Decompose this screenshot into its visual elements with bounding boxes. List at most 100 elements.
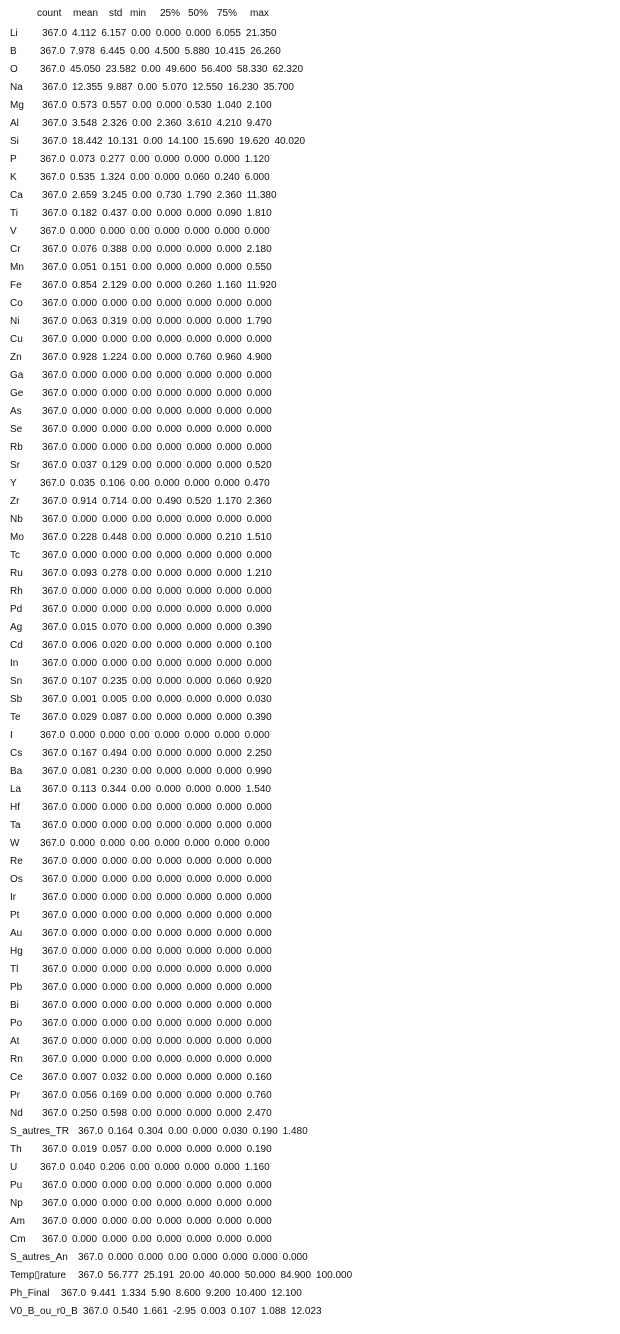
row-label: Pr [10, 1090, 20, 1101]
table-row: Nb 367.0 0.000 0.000 0.00 0.000 0.000 0.000 0.00… [0, 511, 620, 529]
cell-value: 0.000 [216, 262, 242, 273]
cell-value: 1.170 [216, 496, 242, 507]
cell-value: 0.00 [132, 424, 152, 435]
cell-value: 0.000 [216, 604, 242, 615]
cell-value: 0.000 [156, 208, 182, 219]
cell-value: 0.000 [214, 730, 240, 741]
cell-value: 367.0 [42, 928, 68, 939]
cell-value: 0.000 [186, 244, 212, 255]
row-values: 367.0 12.355 9.887 0.00 5.070 12.550 16.230 35.… [42, 79, 299, 97]
cell-value: 0.000 [156, 316, 182, 327]
cell-value: 0.00 [131, 784, 151, 795]
cell-value: 0.000 [72, 856, 98, 867]
table-row: Cm 367.0 0.000 0.000 0.00 0.000 0.000 0.000 0.00… [0, 1231, 620, 1249]
cell-value: 0.000 [186, 874, 212, 885]
table-row: Re 367.0 0.000 0.000 0.00 0.000 0.000 0.000 0.00… [0, 853, 620, 871]
cell-value: 0.090 [216, 208, 242, 219]
cell-value: 20.00 [179, 1270, 205, 1281]
row-values: 367.0 0.000 0.000 0.00 0.000 0.000 0.000 0.000 [42, 853, 277, 871]
row-label: Pt [10, 910, 20, 921]
cell-value: 0.000 [70, 730, 96, 741]
cell-value: 0.000 [102, 424, 128, 435]
cell-value: 0.000 [72, 1198, 98, 1209]
cell-value: 367.0 [42, 658, 68, 669]
cell-value: 0.260 [186, 280, 212, 291]
cell-value: 0.000 [244, 226, 270, 237]
row-values: 367.0 0.000 0.000 0.00 0.000 0.000 0.000 0.000 [40, 223, 275, 241]
row-values: 367.0 0.073 0.277 0.00 0.000 0.000 0.000 1.120 [40, 151, 275, 169]
cell-value: 4.112 [72, 28, 97, 39]
cell-value: 367.0 [42, 514, 68, 525]
cell-value: 0.000 [246, 892, 272, 903]
cell-value: 0.129 [102, 460, 128, 471]
cell-value: 367.0 [40, 226, 66, 237]
cell-value: 0.00 [132, 208, 152, 219]
cell-value: 0.000 [216, 406, 242, 417]
cell-value: 0.000 [154, 172, 180, 183]
cell-value: 0.00 [132, 658, 152, 669]
cell-value: 0.000 [186, 262, 212, 273]
row-values: 367.0 0.051 0.151 0.00 0.000 0.000 0.000 0.550 [42, 259, 277, 277]
cell-value: 0.056 [72, 1090, 98, 1101]
cell-value: 0.000 [252, 1252, 278, 1263]
cell-value: 0.760 [246, 1090, 272, 1101]
row-label: Tl [10, 964, 19, 975]
cell-value: 0.00 [132, 1018, 152, 1029]
cell-value: 0.000 [246, 856, 272, 867]
table-row: Se 367.0 0.000 0.000 0.00 0.000 0.000 0.000 0.00… [0, 421, 620, 439]
cell-value: 0.000 [185, 784, 211, 795]
table-row: Y 367.0 0.035 0.106 0.00 0.000 0.000 0.000 0.470 [0, 475, 620, 493]
cell-value: 0.00 [132, 676, 152, 687]
cell-value: 0.540 [113, 1306, 139, 1317]
row-values: 367.0 0.081 0.230 0.00 0.000 0.000 0.000 0.990 [42, 763, 277, 781]
table-row: Hf 367.0 0.000 0.000 0.00 0.000 0.000 0.000 0.00… [0, 799, 620, 817]
cell-value: 367.0 [42, 1000, 68, 1011]
row-values: 367.0 0.000 0.000 0.00 0.000 0.000 0.000 0.000 [42, 817, 277, 835]
cell-value: 0.000 [216, 1054, 242, 1065]
cell-value: 0.000 [282, 1252, 308, 1263]
cell-value: 49.600 [165, 64, 197, 75]
table-row: K 367.0 0.535 1.324 0.00 0.000 0.060 0.240 6.000 [0, 169, 620, 187]
row-values: 367.0 0.000 0.000 0.00 0.000 0.000 0.000 0.000 [42, 925, 277, 943]
cell-value: 367.0 [40, 838, 66, 849]
cell-value: 0.00 [132, 280, 152, 291]
cell-value: 0.000 [156, 586, 182, 597]
cell-value: 0.470 [244, 478, 270, 489]
cell-value: 0.00 [130, 1162, 150, 1173]
column-header-mean: mean [73, 8, 99, 19]
cell-value: 0.057 [102, 1144, 128, 1155]
cell-value: 367.0 [78, 1270, 104, 1281]
cell-value: 0.000 [216, 658, 242, 669]
table-row: Sr 367.0 0.037 0.129 0.00 0.000 0.000 0.000 0.52… [0, 457, 620, 475]
cell-value: 0.000 [138, 1252, 164, 1263]
row-values: 367.0 0.000 0.000 0.00 0.000 0.000 0.000 0.000 [42, 1213, 277, 1231]
cell-value: 367.0 [40, 46, 66, 57]
row-values: 367.0 0.000 0.000 0.00 0.000 0.000 0.000 0.000 [42, 943, 277, 961]
cell-value: 2.180 [246, 244, 272, 255]
row-values: 367.0 3.548 2.326 0.00 2.360 3.610 4.210 9.470 [42, 115, 277, 133]
cell-value: 0.000 [216, 856, 242, 867]
row-label: Ta [10, 820, 21, 831]
cell-value: 0.000 [102, 982, 128, 993]
table-row: Ni 367.0 0.063 0.319 0.00 0.000 0.000 0.000 1.79… [0, 313, 620, 331]
cell-value: 0.530 [186, 100, 212, 111]
cell-value: 0.00 [132, 1144, 152, 1155]
cell-value: 0.000 [186, 1000, 212, 1011]
cell-value: 0.000 [186, 298, 212, 309]
cell-value: 50.000 [244, 1270, 276, 1281]
cell-value: 0.000 [216, 298, 242, 309]
table-row: Tl 367.0 0.000 0.000 0.00 0.000 0.000 0.000 0.00… [0, 961, 620, 979]
row-label: Ni [10, 316, 20, 327]
cell-value: 9.441 [91, 1288, 117, 1299]
cell-value: 0.000 [156, 964, 182, 975]
cell-value: 367.0 [42, 874, 68, 885]
cell-value: 0.388 [102, 244, 128, 255]
cell-value: 0.000 [72, 1234, 98, 1245]
cell-value: 1.790 [246, 316, 272, 327]
cell-value: 0.000 [216, 964, 242, 975]
cell-value: 0.000 [215, 784, 241, 795]
cell-value: 0.073 [70, 154, 96, 165]
row-label: Co [10, 298, 23, 309]
cell-value: 1.510 [246, 532, 272, 543]
table-row: Ph_Final 367.0 9.441 1.334 5.90 8.600 9.200 10.… [0, 1285, 620, 1303]
